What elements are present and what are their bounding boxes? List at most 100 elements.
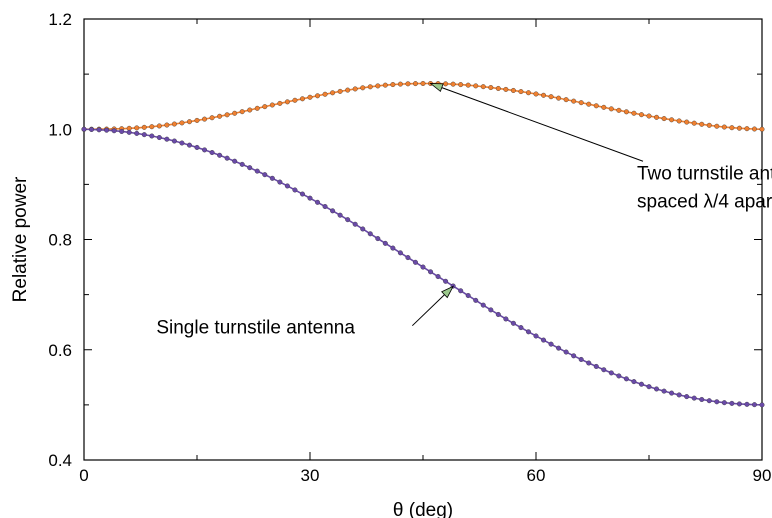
- series-point-0: [247, 107, 253, 113]
- series-point-1: [126, 129, 132, 135]
- series-point-0: [299, 96, 305, 102]
- series-point-0: [533, 91, 539, 97]
- series-point-0: [518, 89, 524, 95]
- series-point-1: [638, 381, 644, 387]
- tick-labels: 0 30 60 90 0.4 0.6 0.8 1.0 1.2: [48, 10, 771, 485]
- series-point-0: [744, 126, 750, 132]
- x-tick-label: 0: [79, 466, 88, 485]
- series-point-1: [721, 400, 727, 406]
- series-point-1: [382, 240, 388, 246]
- annotation-text: Two turnstile antennas: [637, 163, 772, 184]
- series-point-0: [751, 126, 757, 132]
- series-point-1: [699, 396, 705, 402]
- series-point-1: [405, 255, 411, 261]
- series-point-1: [269, 175, 275, 181]
- series-point-0: [548, 94, 554, 100]
- series-point-0: [706, 122, 712, 128]
- series-point-0: [186, 119, 192, 125]
- series-point-0: [179, 120, 185, 126]
- series-point-1: [578, 356, 584, 362]
- series-point-1: [428, 269, 434, 275]
- series-point-0: [141, 124, 147, 130]
- series-point-0: [676, 118, 682, 124]
- series-point-1: [367, 231, 373, 237]
- series-point-0: [194, 117, 200, 123]
- series-point-0: [465, 82, 471, 88]
- series-point-0: [209, 115, 215, 121]
- series-point-1: [518, 325, 524, 331]
- series-point-0: [262, 104, 268, 110]
- series-point-1: [676, 392, 682, 398]
- series-point-1: [352, 221, 358, 227]
- series-point-1: [586, 360, 592, 366]
- series-point-1: [179, 140, 185, 146]
- series-lines: [81, 80, 765, 408]
- series-point-1: [315, 199, 321, 205]
- series-point-1: [209, 150, 215, 156]
- annotations: Two turnstile antennas spaced λ/4 apart Si…: [156, 83, 772, 339]
- series-point-1: [495, 311, 501, 317]
- series-point-0: [578, 100, 584, 106]
- series-point-0: [164, 122, 170, 128]
- series-point-1: [480, 302, 486, 308]
- series-point-1: [96, 127, 102, 133]
- series-point-0: [525, 90, 531, 96]
- series-point-0: [691, 120, 697, 126]
- y-axis-title: Relative power: [10, 176, 31, 302]
- series-point-0: [239, 109, 245, 115]
- series-point-1: [156, 135, 162, 141]
- series-point-0: [390, 82, 396, 88]
- series-point-0: [254, 105, 260, 111]
- series-point-1: [247, 165, 253, 171]
- series-point-1: [691, 395, 697, 401]
- series-point-0: [736, 125, 742, 131]
- series-point-1: [186, 142, 192, 148]
- series-point-0: [149, 124, 155, 130]
- series-point-1: [412, 259, 418, 265]
- series-point-0: [601, 104, 607, 110]
- series-point-0: [382, 82, 388, 88]
- series-point-1: [322, 204, 328, 210]
- series-point-0: [608, 106, 614, 112]
- series-point-1: [503, 316, 509, 322]
- series-point-0: [638, 112, 644, 118]
- series-point-0: [284, 99, 290, 105]
- series-point-1: [759, 402, 765, 408]
- y-tick-label: 0.8: [48, 231, 72, 250]
- series-point-1: [262, 172, 268, 178]
- series-point-1: [631, 379, 637, 385]
- series-point-1: [149, 133, 155, 139]
- series-point-1: [729, 400, 735, 406]
- series-point-0: [232, 110, 238, 116]
- x-axis-title: θ (deg): [393, 500, 453, 518]
- series-point-1: [330, 208, 336, 214]
- series-point-1: [488, 307, 494, 313]
- series-point-1: [654, 386, 660, 392]
- series-point-1: [397, 250, 403, 256]
- y-tick-label: 0.4: [48, 451, 72, 470]
- series-point-0: [646, 113, 652, 119]
- series-point-0: [714, 123, 720, 129]
- series-point-0: [397, 81, 403, 87]
- series-point-1: [601, 367, 607, 373]
- series-point-1: [744, 401, 750, 407]
- series-point-1: [608, 370, 614, 376]
- series-point-1: [104, 127, 110, 133]
- series-point-1: [571, 353, 577, 359]
- series-point-1: [563, 349, 569, 355]
- series-point-1: [171, 138, 177, 144]
- series-point-0: [563, 97, 569, 103]
- series-point-1: [510, 320, 516, 326]
- series-point-1: [646, 384, 652, 390]
- series-point-1: [202, 147, 208, 153]
- series-point-0: [171, 121, 177, 127]
- series-point-1: [194, 144, 200, 150]
- series-point-0: [669, 117, 675, 123]
- series-point-0: [729, 125, 735, 131]
- series-point-0: [699, 121, 705, 127]
- series-point-0: [586, 101, 592, 107]
- series-point-0: [450, 81, 456, 87]
- series-point-1: [119, 128, 125, 134]
- series-point-1: [714, 399, 720, 405]
- series-point-0: [322, 91, 328, 97]
